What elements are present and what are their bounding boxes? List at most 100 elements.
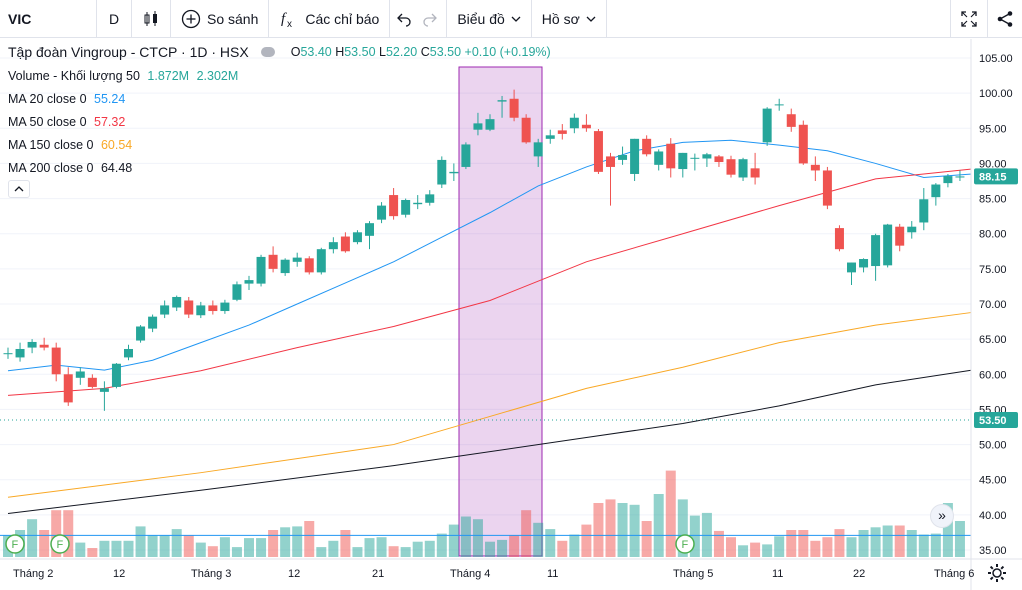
- undo-button[interactable]: [390, 0, 418, 38]
- candle-body: [810, 164, 820, 171]
- volume-bar: [738, 545, 749, 557]
- hide-legend-toggle[interactable]: [260, 47, 275, 57]
- volume-bar: [906, 530, 917, 557]
- candle-body: [581, 124, 591, 129]
- candle-body: [955, 176, 965, 178]
- divider: [268, 0, 270, 38]
- volume-bar: [533, 522, 544, 557]
- price-tick-label: 50.00: [979, 440, 1007, 452]
- volume-bar: [340, 530, 351, 557]
- ma200-value: 64.48: [100, 161, 133, 175]
- price-tick-label: 60.00: [979, 369, 1007, 381]
- candle-body: [606, 156, 615, 167]
- price-axis[interactable]: [971, 39, 1022, 590]
- share-button[interactable]: [988, 0, 1022, 38]
- price-tick-label: 80.00: [979, 229, 1007, 241]
- volume-bar: [376, 537, 387, 557]
- candle-body: [714, 156, 724, 163]
- candle-body: [654, 151, 664, 165]
- highlight-rectangle[interactable]: [458, 66, 543, 557]
- divider: [987, 0, 988, 38]
- volume-bar: [388, 546, 399, 557]
- legend-ma50[interactable]: MA 50 close 0 57.32: [8, 115, 125, 129]
- time-tick-label: 12: [113, 568, 125, 580]
- candle-body: [847, 262, 856, 273]
- time-tick-label: 22: [853, 568, 865, 580]
- volume-bar: [870, 527, 881, 557]
- volume-bar: [846, 537, 857, 557]
- ma150-label: MA 150 close 0: [8, 138, 94, 152]
- event-marker[interactable]: [50, 534, 70, 554]
- event-marker[interactable]: [675, 534, 695, 554]
- legend-ma150[interactable]: MA 150 close 0 60.54: [8, 138, 132, 152]
- candle-body: [111, 363, 121, 387]
- volume-bar: [268, 530, 279, 557]
- divider: [170, 0, 171, 38]
- event-marker[interactable]: [5, 534, 25, 554]
- redo-button[interactable]: [418, 0, 446, 38]
- candle-body: [871, 235, 881, 267]
- legend-volume[interactable]: Volume - Khối lượng 50 1.872M 2.302M: [8, 69, 238, 83]
- candle-body: [425, 194, 435, 203]
- candle-body: [3, 353, 13, 355]
- candle-body: [774, 104, 784, 106]
- candle-body: [256, 256, 266, 284]
- candle-body: [340, 236, 350, 252]
- gear-icon[interactable]: [985, 562, 1009, 584]
- volume-bar: [834, 529, 845, 557]
- volume-bar: [436, 533, 447, 557]
- last-close-price-tag-bg: [974, 411, 1018, 428]
- candle-body: [738, 159, 748, 178]
- redo-icon: [423, 13, 438, 27]
- chevron-down-icon: [511, 16, 521, 22]
- candle-body: [859, 259, 869, 268]
- volume-bar: [195, 542, 206, 557]
- scroll-to-realtime-button[interactable]: »: [930, 504, 954, 528]
- fullscreen-button[interactable]: [951, 0, 987, 38]
- price-chart[interactable]: 105.00 100.00 95.00 90.00 85.00 80.00 75.00 70.…: [0, 39, 1022, 590]
- candle-body: [919, 199, 929, 223]
- volume-bar: [111, 540, 122, 557]
- volume-bar: [316, 547, 327, 557]
- divider: [530, 0, 532, 38]
- chart-type-button[interactable]: [132, 0, 170, 38]
- divider: [605, 0, 607, 38]
- candle-body: [762, 108, 772, 143]
- volume-bar: [569, 534, 580, 557]
- instrument-name: Tập đoàn Vingroup - CTCP · 1D · HSX: [8, 44, 249, 60]
- legend-ma200[interactable]: MA 200 close 0 64.48: [8, 161, 132, 175]
- volume-bar: [87, 548, 98, 557]
- chart-menu-button[interactable]: Biểu đồ: [447, 0, 530, 38]
- profile-menu-button[interactable]: Hồ sơ: [532, 0, 606, 38]
- compare-button[interactable]: So sánh: [171, 0, 268, 38]
- volume-bar: [822, 537, 833, 557]
- candle-body: [316, 249, 326, 273]
- time-tick-label: Tháng 3: [191, 568, 231, 580]
- candle-body: [124, 348, 133, 358]
- price-tick-label: 100.00: [979, 88, 1013, 100]
- volume-label: Volume - Khối lượng 50: [8, 69, 140, 83]
- candle-body: [51, 347, 61, 375]
- volume-bar: [762, 544, 773, 557]
- ma20-label: MA 20 close 0: [8, 92, 87, 106]
- price-tick-label: 45.00: [979, 475, 1007, 487]
- indicators-label: Các chỉ báo: [305, 10, 380, 27]
- candle-body: [702, 154, 712, 159]
- ma150-line: [7, 311, 973, 498]
- legend-ma20[interactable]: MA 20 close 0 55.24: [8, 92, 125, 106]
- time-tick-label: Tháng 6: [934, 568, 974, 580]
- candle-body: [208, 305, 218, 312]
- candle-body: [521, 117, 531, 143]
- volume-bar: [183, 535, 194, 557]
- interval-button[interactable]: D: [108, 10, 120, 27]
- candle-body: [834, 228, 844, 250]
- volume-bar: [63, 510, 74, 557]
- volume-bar: [99, 540, 110, 557]
- legend-collapse-button[interactable]: [8, 180, 30, 198]
- volume-bar: [39, 530, 50, 557]
- candle-body: [557, 130, 567, 134]
- volume-bar: [448, 524, 459, 557]
- symbol-search[interactable]: VIC: [8, 10, 32, 27]
- volume-bar: [485, 541, 495, 557]
